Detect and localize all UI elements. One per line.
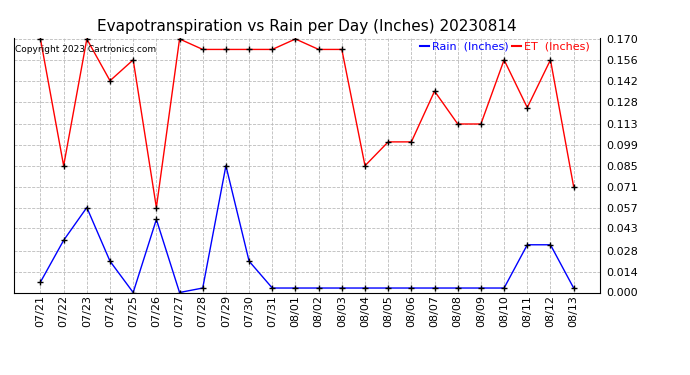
- Legend: Rain  (Inches), ET  (Inches): Rain (Inches), ET (Inches): [415, 38, 594, 56]
- Title: Evapotranspiration vs Rain per Day (Inches) 20230814: Evapotranspiration vs Rain per Day (Inch…: [97, 18, 517, 33]
- Text: Copyright 2023 Cartronics.com: Copyright 2023 Cartronics.com: [15, 45, 156, 54]
